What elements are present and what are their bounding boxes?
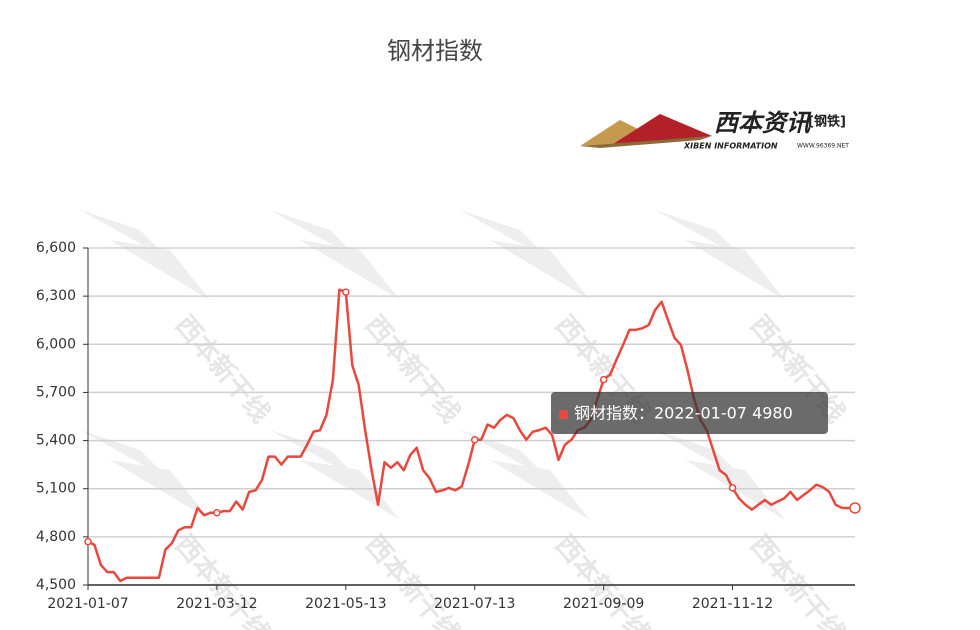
logo-tag: [钢铁] bbox=[808, 114, 846, 130]
watermark: 西本新干线 bbox=[359, 529, 466, 630]
logo-base bbox=[580, 136, 712, 148]
plot: 4,500 4,800 5,100 5,400 5,700 6,000 6,300 6,600… bbox=[36, 240, 861, 612]
y-tick-label: 4,500 bbox=[36, 577, 76, 593]
point bbox=[84, 537, 92, 546]
watermark: 西本新干线 bbox=[359, 309, 466, 429]
watermark: 西本新干线 bbox=[169, 529, 276, 630]
logo-english: XIBEN INFORMATION bbox=[683, 142, 778, 151]
point bbox=[213, 509, 221, 517]
chart-title: 钢材指数 bbox=[387, 37, 483, 65]
y-tick-label: 4,800 bbox=[36, 529, 76, 545]
watermark-shape bbox=[460, 430, 590, 520]
watermark-shape bbox=[655, 430, 785, 520]
watermark: 西本新干线 bbox=[744, 529, 851, 630]
x-tick-label: 2021-05-13 bbox=[305, 596, 386, 612]
tooltip-text: 钢材指数：2022-01-07 4980 bbox=[574, 404, 793, 423]
watermark-shape bbox=[80, 430, 210, 520]
x-tick-label: 2021-01-07 bbox=[47, 596, 128, 612]
point bbox=[599, 375, 608, 384]
tooltip: 钢材指数：2022-01-07 4980 bbox=[551, 392, 828, 434]
logo: 西本资讯 [钢铁] XIBEN INFORMATION WWW.96369.NE… bbox=[580, 109, 849, 151]
watermark-shape bbox=[270, 430, 400, 520]
y-tick-label: 6,000 bbox=[36, 336, 76, 352]
y-tick-label: 5,100 bbox=[36, 481, 76, 497]
y-tick-label: 5,400 bbox=[36, 433, 76, 449]
y-tick-label: 5,700 bbox=[36, 384, 76, 400]
tooltip-box bbox=[551, 392, 828, 434]
x-tick-label: 2021-09-09 bbox=[563, 596, 644, 612]
x-tick-label: 2021-03-12 bbox=[176, 596, 257, 612]
y-tick-label: 6,600 bbox=[36, 240, 76, 256]
logo-name: 西本资讯 bbox=[714, 109, 812, 137]
watermark-shape bbox=[80, 210, 210, 300]
watermark: 西本新干线 bbox=[549, 529, 656, 630]
point bbox=[849, 502, 861, 514]
x-tick-label: 2021-11-12 bbox=[692, 596, 773, 612]
point bbox=[470, 436, 479, 444]
watermark-shape bbox=[270, 210, 400, 300]
watermark-shape bbox=[655, 210, 785, 300]
point bbox=[728, 484, 737, 492]
tooltip-marker bbox=[559, 410, 568, 419]
logo-url: WWW.96369.NET bbox=[797, 143, 849, 150]
watermark-shape bbox=[460, 210, 590, 300]
y-tick-label: 6,300 bbox=[36, 288, 76, 304]
watermark: 西本新干线 bbox=[169, 309, 276, 429]
point bbox=[342, 288, 350, 296]
x-tick-label: 2021-07-13 bbox=[434, 596, 515, 612]
